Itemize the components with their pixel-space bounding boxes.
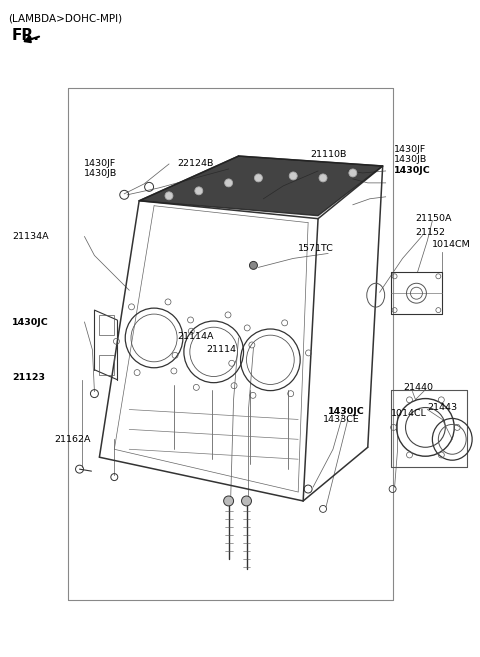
Text: 1433CE: 1433CE: [323, 415, 360, 424]
Text: 21162A: 21162A: [55, 435, 91, 444]
Text: 1430JB: 1430JB: [84, 170, 117, 179]
Text: 1014CL: 1014CL: [391, 409, 427, 418]
Text: 21440: 21440: [404, 383, 433, 392]
Circle shape: [349, 169, 357, 177]
Text: 21114: 21114: [207, 346, 237, 354]
Circle shape: [254, 174, 263, 182]
Text: 21152: 21152: [416, 228, 445, 237]
Polygon shape: [139, 156, 383, 215]
Circle shape: [241, 496, 252, 506]
Text: (LAMBDA>DOHC-MPI): (LAMBDA>DOHC-MPI): [8, 14, 122, 24]
Text: 1430JC: 1430JC: [328, 407, 365, 416]
Text: 21150A: 21150A: [416, 214, 452, 223]
Text: 1430JF: 1430JF: [394, 145, 426, 154]
Circle shape: [195, 187, 203, 195]
Text: 1571TC: 1571TC: [298, 244, 334, 253]
Text: FR.: FR.: [12, 28, 40, 43]
Bar: [99, 355, 114, 374]
Text: 21134A: 21134A: [12, 232, 48, 241]
Text: 21114A: 21114A: [177, 332, 214, 342]
Text: 21123: 21123: [12, 373, 45, 382]
Circle shape: [250, 261, 257, 269]
Text: 1430JB: 1430JB: [394, 154, 427, 164]
Circle shape: [225, 179, 233, 187]
Circle shape: [165, 192, 173, 200]
Text: 22124B: 22124B: [177, 160, 213, 168]
Circle shape: [319, 174, 327, 182]
Text: 1430JC: 1430JC: [394, 166, 431, 175]
Circle shape: [289, 172, 297, 180]
Circle shape: [224, 496, 234, 506]
Text: 1430JC: 1430JC: [12, 317, 48, 327]
Text: 21443: 21443: [427, 403, 457, 412]
Text: 1430JF: 1430JF: [84, 160, 116, 168]
Text: 1014CM: 1014CM: [432, 240, 471, 249]
Text: 21110B: 21110B: [310, 150, 347, 158]
Bar: [99, 315, 114, 335]
